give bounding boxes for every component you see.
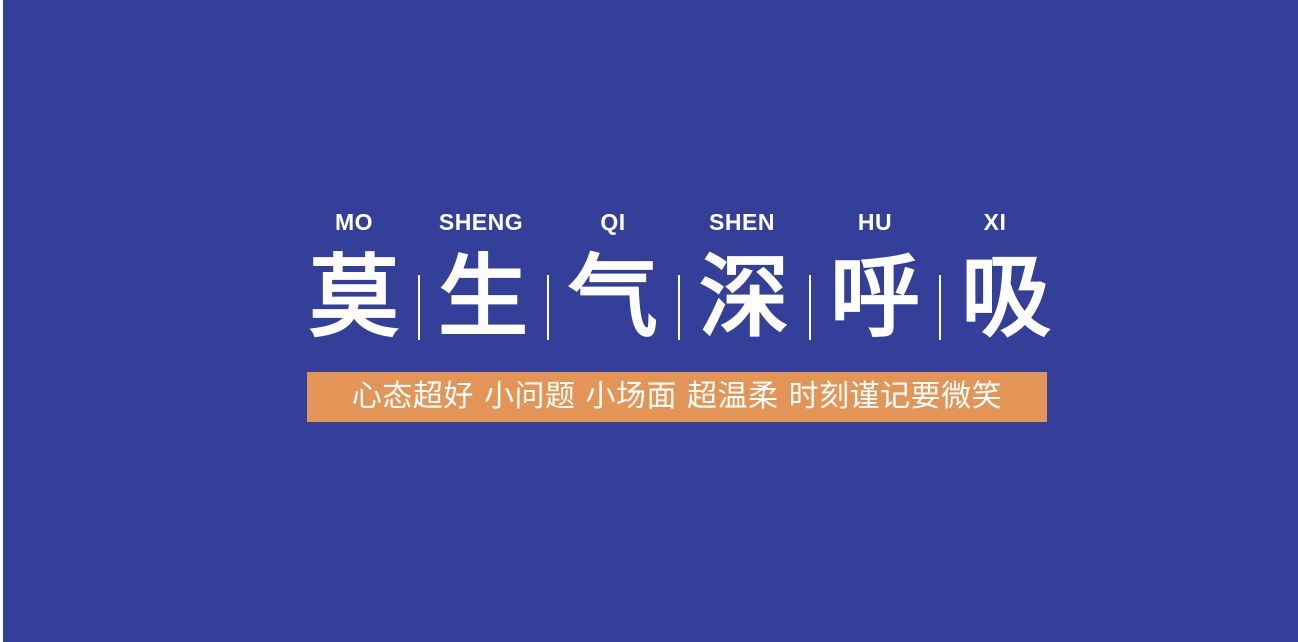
slogan-text: 心态超好 小问题 小场面 超温柔 时刻谨记要微笑 (351, 379, 1003, 414)
divider-4 (809, 275, 811, 340)
headline-char-shen: 深 (699, 245, 789, 350)
headline-char-hu: 呼 (830, 245, 920, 350)
headline-char-qi: 气 (568, 245, 658, 350)
headline-char-sheng: 生 (438, 245, 528, 350)
divider-2 (547, 275, 549, 340)
headline-char-mo: 莫 (309, 245, 399, 350)
headline-char-xi: 吸 (961, 245, 1051, 350)
pinyin-sheng: SHENG (438, 209, 524, 235)
divider-1 (418, 275, 420, 340)
pinyin-qi: QI (600, 209, 626, 235)
pinyin-xi: XI (983, 209, 1007, 235)
headline-characters: 莫 生 气 深 呼 吸 (0, 248, 1298, 348)
blue-background-panel (3, 0, 1298, 642)
pinyin-mo: MO (334, 209, 374, 235)
pinyin-shen: SHEN (709, 209, 775, 235)
pinyin-row: MO SHENG QI SHEN HU XI (0, 207, 1298, 237)
pinyin-hu: HU (857, 209, 893, 235)
divider-5 (939, 275, 941, 340)
divider-3 (678, 275, 680, 340)
slogan-banner: 心态超好 小问题 小场面 超温柔 时刻谨记要微笑 (307, 372, 1047, 422)
